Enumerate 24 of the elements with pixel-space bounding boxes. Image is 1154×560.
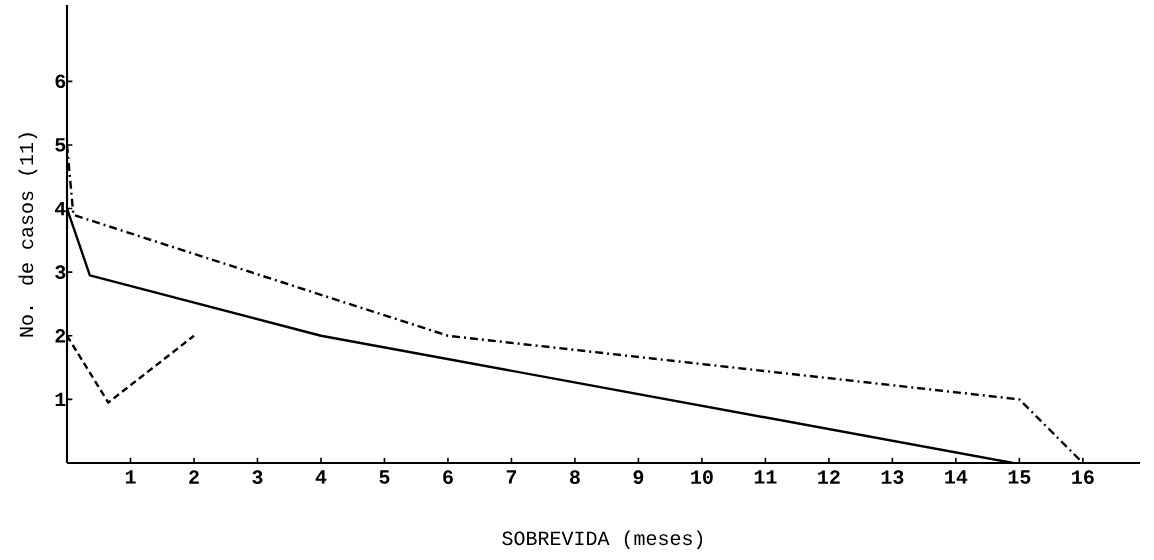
x-tick-label: 9 — [633, 470, 644, 484]
x-tick-label: 6 — [443, 470, 453, 484]
y-tick-label: 2 — [55, 329, 66, 343]
x-tick-label: 14 — [945, 470, 968, 484]
x-tick-label: 16 — [1072, 470, 1094, 484]
x-tick-label: 12 — [818, 470, 840, 484]
x-tick-label: 4 — [315, 470, 327, 484]
y-tick-label: 3 — [55, 265, 66, 279]
y-tick-label: 1 — [55, 392, 66, 406]
y-tick-label: 6 — [55, 74, 66, 89]
x-tick-label: 3 — [252, 470, 263, 484]
x-tick-label: 10 — [691, 470, 713, 484]
y-tick-label: 4 — [54, 201, 66, 216]
x-tick-label: 7 — [506, 470, 517, 484]
x-tick-label: 11 — [754, 470, 777, 484]
y-tick-label: 5 — [55, 138, 66, 152]
x-tick-label: 2 — [189, 470, 199, 484]
x-tick-label: 1 — [125, 470, 136, 484]
x-tick-label: 13 — [881, 470, 904, 484]
x-tick-label: 15 — [1008, 470, 1031, 484]
y-axis-title: No. de casos (11) — [18, 133, 38, 337]
x-tick-label: 8 — [570, 470, 580, 484]
x-axis-title: SOBREVIDA (meses) — [502, 530, 703, 550]
x-tick-label: 5 — [379, 470, 390, 484]
